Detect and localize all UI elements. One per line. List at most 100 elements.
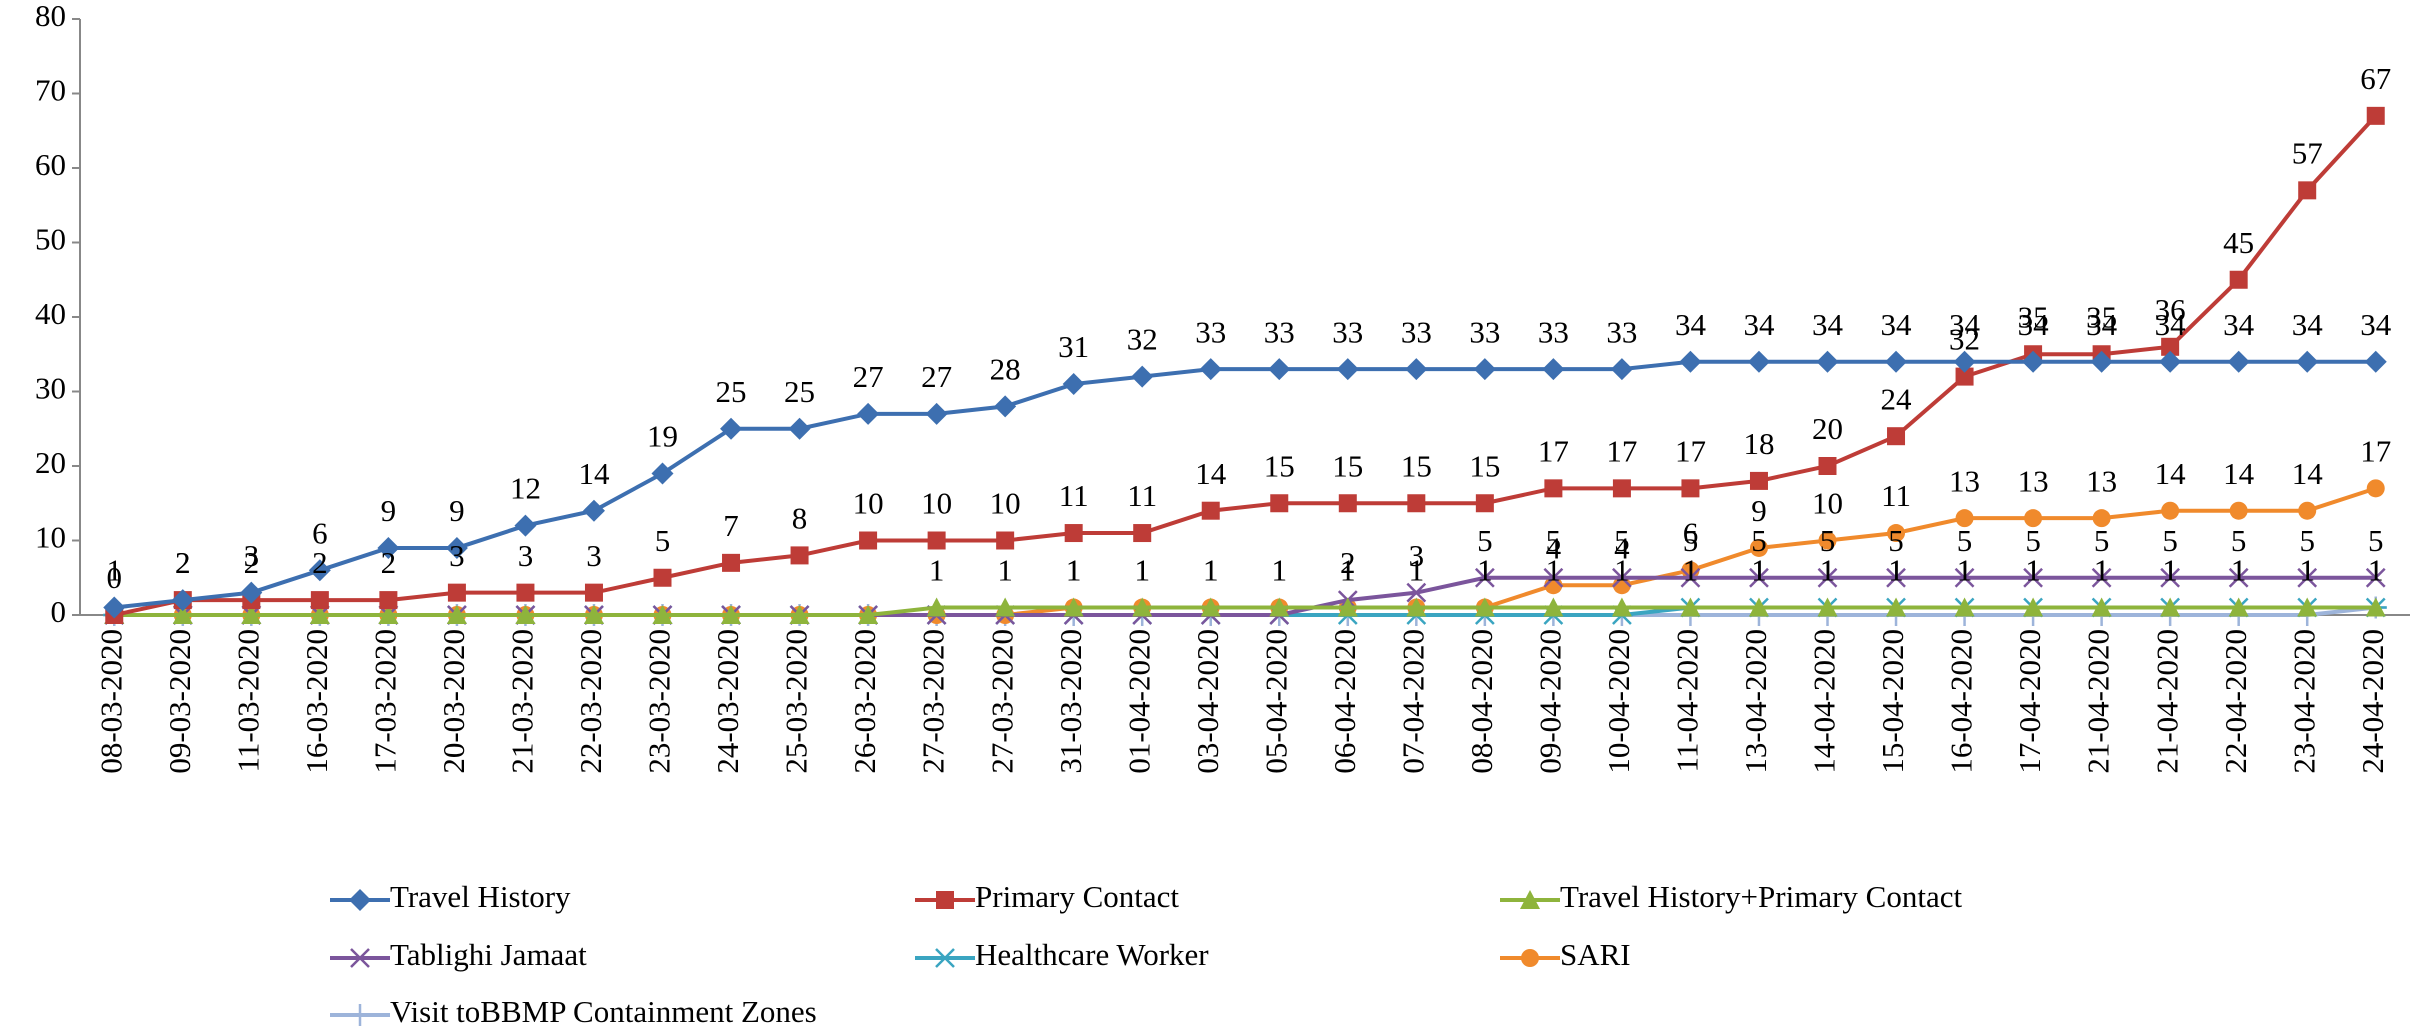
data-label: 1 <box>1820 553 1836 588</box>
data-label: 34 <box>2360 307 2392 342</box>
marker <box>1543 597 1564 617</box>
marker <box>1199 358 1222 381</box>
data-label: 34 <box>2155 307 2187 342</box>
marker <box>857 402 880 425</box>
series <box>103 597 2387 625</box>
marker <box>171 589 194 612</box>
marker <box>1473 358 1496 381</box>
data-label: 33 <box>1469 314 1500 349</box>
legend-label: Healthcare Worker <box>975 937 1209 972</box>
marker <box>720 417 743 440</box>
data-label: 3 <box>518 538 534 573</box>
marker <box>1270 494 1289 513</box>
data-label: 1 <box>997 553 1013 588</box>
data-label: 1 <box>1614 553 1630 588</box>
data-label: 13 <box>2018 463 2049 498</box>
marker <box>2024 509 2043 528</box>
data-label: 1 <box>2231 553 2247 588</box>
data-label: 2 <box>175 545 191 580</box>
data-label: 1 <box>2368 553 2384 588</box>
series-line <box>114 359 2376 610</box>
data-label: 34 <box>2018 307 2050 342</box>
data-label: 10 <box>853 486 884 521</box>
marker <box>1612 479 1631 498</box>
x-tick-label: 17-03-2020 <box>367 629 402 774</box>
marker <box>1131 365 1154 388</box>
marker <box>1521 949 1539 967</box>
marker <box>1681 479 1700 498</box>
data-label: 5 <box>2162 523 2178 558</box>
data-label: 1 <box>2368 553 2384 588</box>
data-label: 35 <box>2086 299 2117 334</box>
data-label: 1 <box>2162 553 2178 588</box>
legend-label: Visit toBBMP Containment Zones <box>390 994 817 1027</box>
data-label: 5 <box>1614 523 1630 558</box>
marker <box>515 605 536 624</box>
data-label: 1 <box>2025 553 2041 588</box>
marker <box>103 596 126 619</box>
marker <box>1062 373 1085 396</box>
marker <box>2364 350 2387 373</box>
data-label: 67 <box>2360 61 2391 96</box>
data-label: 1 <box>2094 553 2110 588</box>
marker <box>350 948 370 968</box>
marker <box>516 583 535 602</box>
marker <box>2160 567 2181 588</box>
marker <box>934 948 956 968</box>
marker <box>1520 890 1540 909</box>
data-label: 57 <box>2292 135 2323 170</box>
marker <box>1954 597 1975 617</box>
marker <box>1610 358 1633 381</box>
data-label: 0 <box>107 560 123 595</box>
data-label: 13 <box>1949 463 1980 498</box>
data-label: 14 <box>2292 456 2324 491</box>
marker <box>789 605 810 624</box>
data-label: 1 <box>1683 553 1699 588</box>
x-tick-label: 03-04-2020 <box>1190 629 1225 774</box>
marker <box>2229 270 2248 289</box>
x-tick-label: 11-04-2020 <box>1670 629 1705 773</box>
marker <box>2366 479 2385 498</box>
marker <box>2229 501 2248 520</box>
data-label: 1 <box>1272 553 1288 588</box>
data-label: 17 <box>2360 433 2391 468</box>
data-label: 4 <box>1546 530 1562 565</box>
data-label: 2 <box>244 545 260 580</box>
marker <box>447 583 466 602</box>
marker <box>1474 597 1495 617</box>
marker <box>1886 597 1907 617</box>
data-label: 5 <box>1683 523 1699 558</box>
data-label: 3 <box>449 538 465 573</box>
marker <box>1816 350 1839 373</box>
x-tick-label: 15-04-2020 <box>1875 629 1910 774</box>
marker <box>445 536 468 559</box>
marker <box>1817 567 1838 588</box>
marker <box>1200 597 1221 617</box>
marker <box>2298 181 2317 200</box>
data-label: 1 <box>1409 553 1425 588</box>
marker <box>2092 509 2111 528</box>
marker <box>2366 106 2385 125</box>
data-label: 33 <box>1195 314 1226 349</box>
data-label: 17 <box>1538 433 1569 468</box>
marker <box>1475 494 1494 513</box>
marker <box>2297 567 2318 588</box>
marker <box>1201 501 1220 520</box>
marker <box>996 531 1015 550</box>
x-tick-label: 24-04-2020 <box>2355 629 2390 774</box>
marker <box>994 395 1017 418</box>
legend-label: Travel History <box>390 879 571 914</box>
marker <box>1818 457 1837 475</box>
marker <box>1406 597 1427 617</box>
x-tick-label: 13-04-2020 <box>1738 629 1773 774</box>
data-label: 5 <box>1820 523 1836 558</box>
y-tick-label: 70 <box>35 73 66 108</box>
data-label: 25 <box>784 374 815 409</box>
marker <box>2023 567 2043 588</box>
data-label: 33 <box>1606 314 1637 349</box>
series-line <box>114 605 2376 617</box>
marker <box>1407 494 1426 513</box>
data-label: 11 <box>1059 478 1089 513</box>
data-label: 5 <box>1957 523 1973 558</box>
marker <box>1338 494 1357 513</box>
